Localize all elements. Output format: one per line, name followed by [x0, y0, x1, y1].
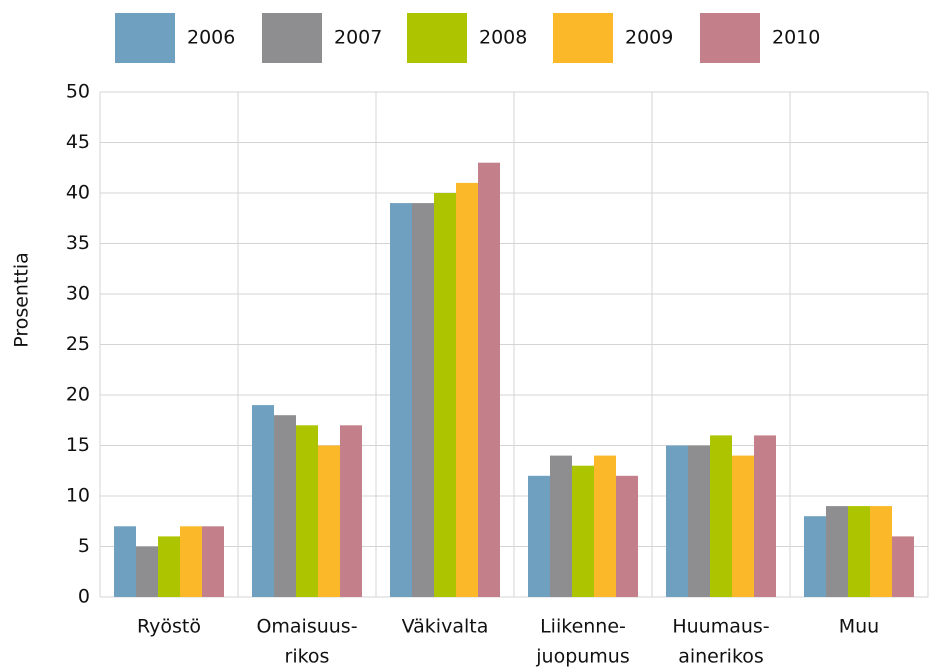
legend-label: 2007 — [334, 27, 382, 49]
bar — [412, 203, 434, 597]
legend-label: 2010 — [772, 27, 820, 49]
y-tick-label: 30 — [66, 283, 90, 305]
y-tick-label: 35 — [66, 232, 90, 254]
x-tick-label: rikos — [285, 646, 330, 668]
bar — [616, 475, 638, 597]
bar — [688, 445, 710, 597]
bar — [826, 506, 848, 597]
bar — [456, 182, 478, 597]
bar — [252, 405, 274, 597]
y-tick-label: 10 — [66, 485, 90, 507]
legend-label: 2009 — [625, 27, 673, 49]
bar — [180, 526, 202, 597]
legend-label: 2006 — [187, 27, 235, 49]
bar — [274, 415, 296, 597]
legend-label: 2008 — [479, 27, 527, 49]
x-tick-label: juopumus — [535, 646, 630, 668]
legend-swatch — [407, 13, 467, 63]
bar — [390, 203, 412, 597]
bar — [318, 445, 340, 597]
bar — [804, 516, 826, 597]
bar — [848, 506, 870, 597]
bar — [202, 526, 224, 597]
y-tick-label: 0 — [78, 586, 90, 608]
bar — [136, 546, 158, 597]
x-tick-label: Huumaus- — [672, 616, 769, 638]
bar — [114, 526, 136, 597]
y-tick-label: 25 — [66, 333, 90, 355]
bar — [666, 445, 688, 597]
y-tick-label: 5 — [78, 535, 90, 557]
x-tick-label: Väkivalta — [402, 616, 489, 638]
bar — [892, 536, 914, 597]
x-tick-label: Omaisuus- — [256, 616, 357, 638]
y-tick-label: 40 — [66, 182, 90, 204]
legend-swatch — [115, 13, 175, 63]
bar — [572, 465, 594, 597]
x-tick-label: Muu — [839, 616, 879, 638]
bar — [340, 425, 362, 597]
x-tick-label: Liikenne- — [540, 616, 626, 638]
bar — [158, 536, 180, 597]
y-tick-label: 15 — [66, 434, 90, 456]
x-tick-label: Ryöstö — [137, 616, 201, 638]
y-axis-label: Prosenttia — [11, 252, 33, 348]
legend-swatch — [700, 13, 760, 63]
bar — [594, 455, 616, 597]
bar — [550, 455, 572, 597]
y-tick-label: 45 — [66, 131, 90, 153]
y-tick-label: 20 — [66, 384, 90, 406]
x-tick-label: ainerikos — [678, 646, 764, 668]
bar — [754, 435, 776, 597]
legend-swatch — [262, 13, 322, 63]
bar — [870, 506, 892, 597]
y-tick-label: 50 — [66, 81, 90, 103]
bar — [710, 435, 732, 597]
bar — [478, 162, 500, 597]
bar — [434, 193, 456, 597]
bar — [732, 455, 754, 597]
bar — [296, 425, 318, 597]
legend-swatch — [553, 13, 613, 63]
bar — [528, 475, 550, 597]
